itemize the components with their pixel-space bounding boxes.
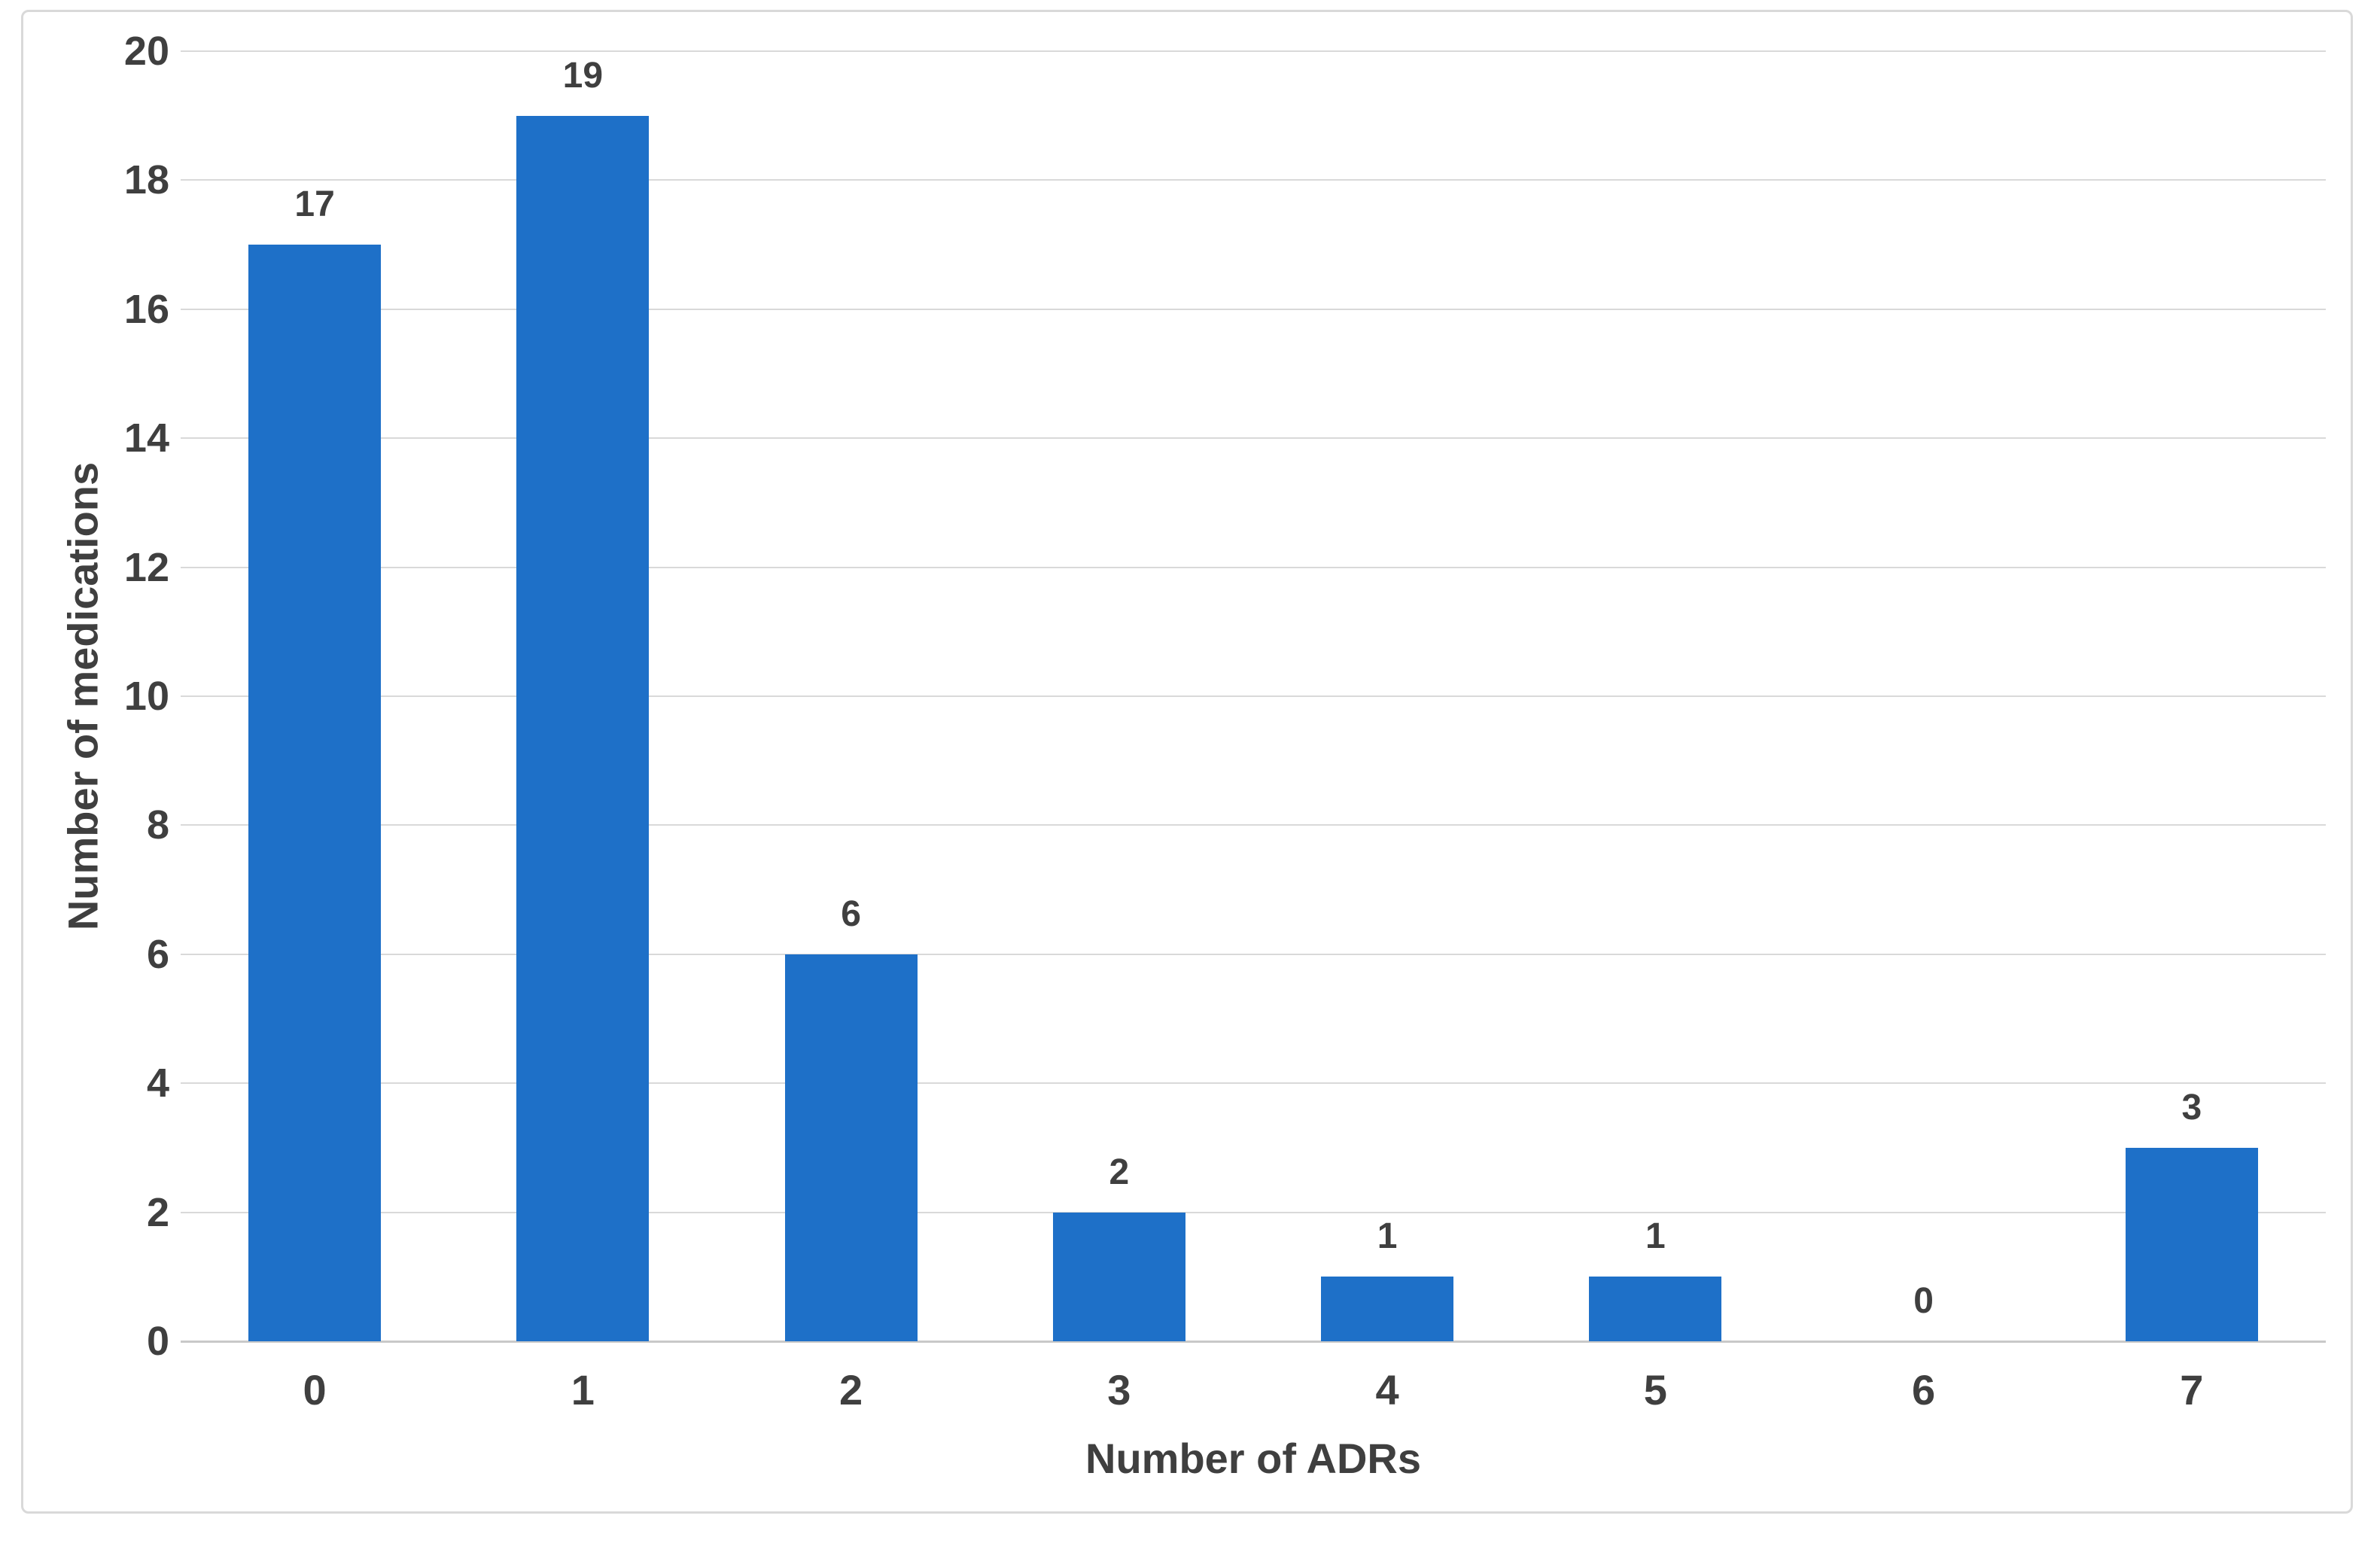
bar-value-label: 6 [841,893,861,934]
bar-value-label: 2 [1109,1152,1130,1192]
x-tick-label: 6 [1912,1366,1936,1414]
y-tick-label: 0 [146,1319,169,1364]
bar [1321,1277,1454,1341]
y-tick-label: 20 [123,29,169,74]
gridline [181,953,2326,955]
bar [2125,1147,2258,1341]
gridline [181,179,2326,181]
y-tick-label: 12 [123,544,169,590]
bar [248,245,382,1341]
gridline [181,308,2326,310]
x-tick-label: 7 [2180,1366,2204,1414]
y-tick-label: 16 [123,286,169,332]
bar-value-label: 3 [2181,1087,2202,1128]
x-axis-title: Number of ADRs [1085,1435,1421,1482]
x-tick-label: 1 [571,1366,595,1414]
gridline [181,437,2326,440]
gridline [181,566,2326,568]
y-tick-label: 6 [146,931,169,977]
bar-value-label: 1 [1377,1216,1398,1257]
figure-border [21,10,2353,1514]
x-tick-label: 4 [1375,1366,1399,1414]
gridline [181,824,2326,826]
y-tick-label: 10 [123,674,169,719]
gridline [181,50,2326,52]
y-tick-label: 2 [146,1189,169,1235]
x-tick-label: 3 [1107,1366,1131,1414]
bar [1052,1212,1185,1341]
y-tick-label: 18 [123,157,169,203]
x-tick-label: 0 [303,1366,327,1414]
bar-value-label: 1 [1645,1216,1666,1257]
bar-value-label: 17 [294,184,335,225]
y-tick-label: 14 [123,415,169,461]
y-tick-label: 4 [146,1061,169,1106]
bar-value-label: 0 [1913,1281,1934,1321]
y-tick-label: 8 [146,802,169,848]
y-axis-title: Number of medications [59,461,107,931]
x-tick-label: 2 [839,1366,863,1414]
gridline [181,1082,2326,1085]
bar [516,115,650,1341]
x-axis-line [181,1341,2326,1343]
gridline [181,695,2326,697]
gridline [181,1211,2326,1213]
x-tick-label: 5 [1643,1366,1667,1414]
bar [1589,1277,1722,1341]
bar [784,954,918,1341]
bar-value-label: 19 [562,55,604,96]
